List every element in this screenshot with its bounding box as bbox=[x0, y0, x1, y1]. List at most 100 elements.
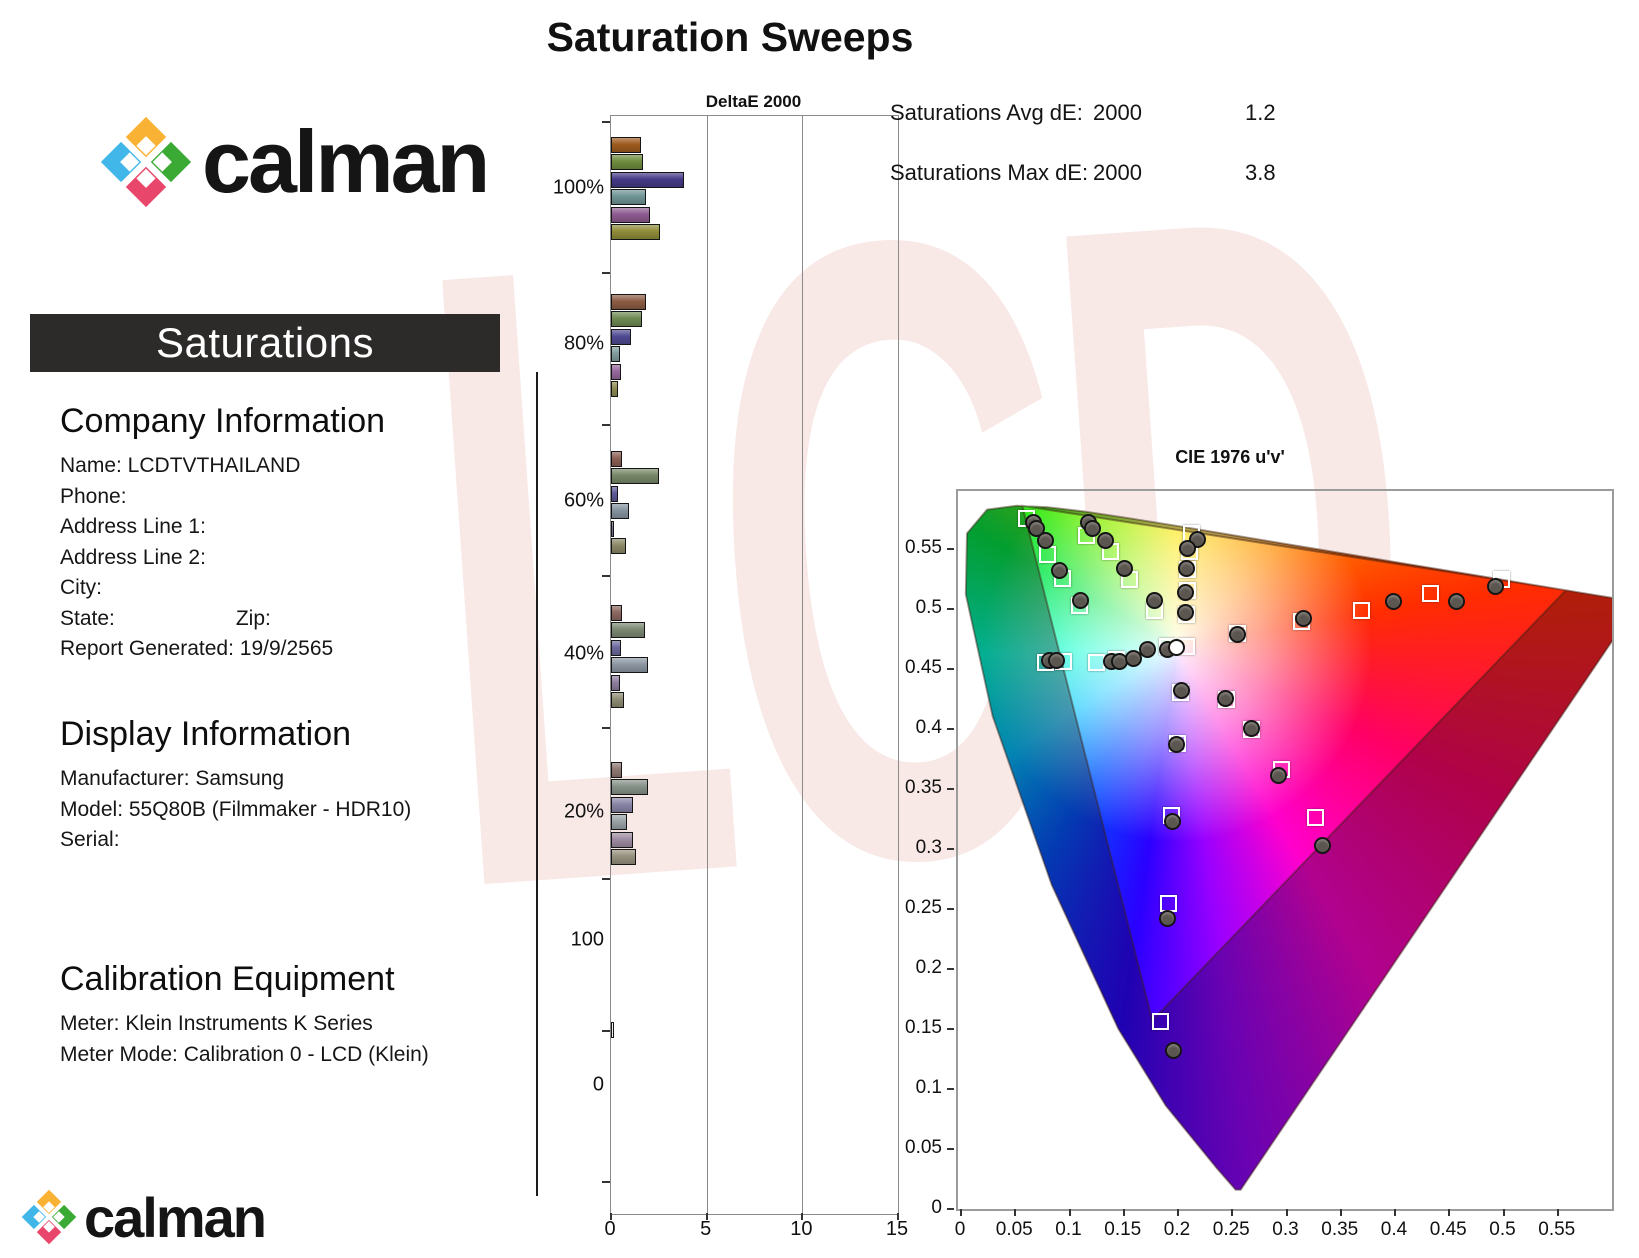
cie-y-label: 0.55 bbox=[905, 537, 942, 558]
cie-x-label: 0.4 bbox=[1380, 1219, 1408, 1240]
deltae-bar-60%-blue bbox=[611, 485, 618, 502]
y-axis-label: 40% bbox=[563, 642, 604, 665]
y-axis-tick bbox=[602, 121, 610, 123]
y-axis-label: 80% bbox=[563, 332, 604, 355]
deltae-bar-80%-magenta bbox=[611, 363, 621, 380]
company-phone: Phone: bbox=[60, 484, 127, 508]
deltae-bar-40%-red bbox=[611, 605, 622, 621]
target-square bbox=[1151, 1012, 1169, 1030]
gamut-overlay bbox=[964, 504, 1612, 1191]
cie-x-tick bbox=[1339, 1209, 1342, 1216]
deltae-bar-100%-red bbox=[611, 137, 641, 153]
x-axis-tick bbox=[610, 1213, 612, 1220]
display-model: Model: 55Q80B (Filmmaker - HDR10) bbox=[60, 797, 412, 821]
company-city: City: bbox=[60, 576, 102, 599]
cie-y-tick bbox=[947, 1208, 954, 1210]
y-axis-label: 60% bbox=[563, 489, 604, 512]
cie-x-tick bbox=[1122, 1209, 1125, 1216]
cie-x-label: 0.55 bbox=[1538, 1219, 1576, 1240]
cie-diagram bbox=[956, 489, 1614, 1211]
cie-x-label: 0.3 bbox=[1272, 1219, 1299, 1240]
deltae-bar-20%-yellow bbox=[611, 849, 636, 865]
deltae-bar-40%-yellow bbox=[611, 692, 625, 708]
cie-x-tick bbox=[1285, 1209, 1288, 1216]
avg-de-standard: 2000 bbox=[1093, 100, 1142, 125]
deltae-bar-60%-red bbox=[611, 451, 622, 467]
measurement-circle bbox=[1071, 591, 1089, 609]
deltae-bar-80%-cyan bbox=[611, 346, 620, 363]
max-de-value: 3.8 bbox=[1245, 160, 1276, 185]
calman-logo-icon bbox=[20, 1188, 78, 1251]
measurement-circle bbox=[1145, 591, 1163, 609]
deltae-bar-60%-yellow bbox=[611, 538, 627, 554]
y-axis-tick bbox=[602, 424, 610, 426]
measurement-circle bbox=[1243, 720, 1261, 738]
report-generated: Report Generated: 19/9/2565 bbox=[60, 637, 334, 660]
display-info-heading: Display Information bbox=[60, 715, 352, 753]
y-axis-tick bbox=[602, 1030, 610, 1032]
company-state-zip: State: Zip: bbox=[60, 604, 385, 635]
measurement-circle bbox=[1177, 583, 1194, 601]
deltae-bar-80%-blue bbox=[611, 328, 632, 345]
measurement-circle bbox=[1270, 767, 1288, 785]
cie-x-tick bbox=[1394, 1209, 1396, 1216]
cie-x-label: 0.1 bbox=[1055, 1219, 1082, 1240]
white-point-circle bbox=[1168, 638, 1186, 656]
measurement-circle bbox=[1124, 649, 1142, 667]
measurement-circle bbox=[1051, 561, 1069, 579]
x-axis-label: 5 bbox=[700, 1218, 712, 1240]
cie-x-label: 0.05 bbox=[995, 1219, 1033, 1240]
cie-x-tick bbox=[1502, 1209, 1505, 1216]
y-axis-tick bbox=[602, 272, 610, 274]
deltae-bar-80%-red bbox=[611, 294, 647, 310]
max-de-standard: 2000 bbox=[1093, 160, 1142, 185]
saturations-max-stat: Saturations Max dE: 2000 3.8 bbox=[890, 160, 1276, 186]
deltae-bar-40%-magenta bbox=[611, 674, 620, 691]
measurement-circle bbox=[1165, 1041, 1183, 1059]
deltae-bar-80%-green bbox=[611, 311, 642, 328]
company-zip: Zip: bbox=[235, 606, 271, 630]
measurement-circle bbox=[1229, 625, 1247, 643]
cie-y-tick bbox=[947, 1148, 954, 1150]
measurement-circle bbox=[1295, 609, 1313, 627]
deltae-bar-100%-yellow bbox=[611, 224, 660, 240]
calman-logo-top: calman bbox=[98, 111, 490, 215]
cie-y-label: 0.15 bbox=[905, 1017, 942, 1038]
y-axis-label: 20% bbox=[563, 800, 604, 823]
cie-y-label: 0.05 bbox=[905, 1137, 942, 1158]
cie-y-tick bbox=[947, 548, 954, 550]
calman-logo-text: calman bbox=[202, 111, 490, 211]
deltae-bar-20%-cyan bbox=[611, 814, 628, 831]
cie-y-tick bbox=[947, 1088, 954, 1090]
deltae-bar-100%-green bbox=[611, 154, 643, 171]
deltae-bar-20%-magenta bbox=[611, 831, 633, 848]
measurement-circle bbox=[1487, 577, 1505, 595]
x-axis-tick bbox=[705, 1213, 708, 1220]
x-axis-label: 10 bbox=[790, 1218, 813, 1240]
company-address1: Address Line 1: bbox=[60, 515, 206, 538]
y-axis-label: 100 bbox=[570, 928, 604, 951]
gridline bbox=[706, 116, 708, 1214]
saturations-avg-stat: Saturations Avg dE: 2000 1.2 bbox=[890, 100, 1276, 126]
deltae-bar-60%-cyan bbox=[611, 503, 630, 520]
measurement-circle bbox=[1385, 593, 1403, 611]
saturations-banner-label: Saturations bbox=[156, 319, 374, 366]
measurement-circle bbox=[1448, 593, 1466, 611]
gridline bbox=[802, 116, 804, 1214]
cie-y-label: 0.5 bbox=[915, 597, 942, 618]
cie-x-label: 0.15 bbox=[1104, 1219, 1142, 1240]
display-info-section: Display Information Manufacturer: Samsun… bbox=[60, 715, 411, 856]
target-square bbox=[1353, 602, 1371, 620]
y-axis-tick bbox=[602, 575, 610, 577]
measurement-circle bbox=[1217, 690, 1235, 708]
cie-y-label: 0.45 bbox=[905, 657, 942, 678]
display-manufacturer: Manufacturer: Samsung bbox=[60, 767, 285, 790]
measurement-circle bbox=[1083, 519, 1101, 537]
measurement-circle bbox=[1177, 603, 1194, 621]
target-square bbox=[1087, 653, 1105, 671]
cie-x-tick bbox=[1068, 1209, 1071, 1216]
equipment-meter: Meter: Klein Instruments K Series bbox=[60, 1012, 373, 1035]
cie-x-label: 0.25 bbox=[1212, 1219, 1250, 1240]
y-axis-label: 100% bbox=[552, 176, 604, 199]
x-axis-label: 0 bbox=[604, 1218, 616, 1240]
